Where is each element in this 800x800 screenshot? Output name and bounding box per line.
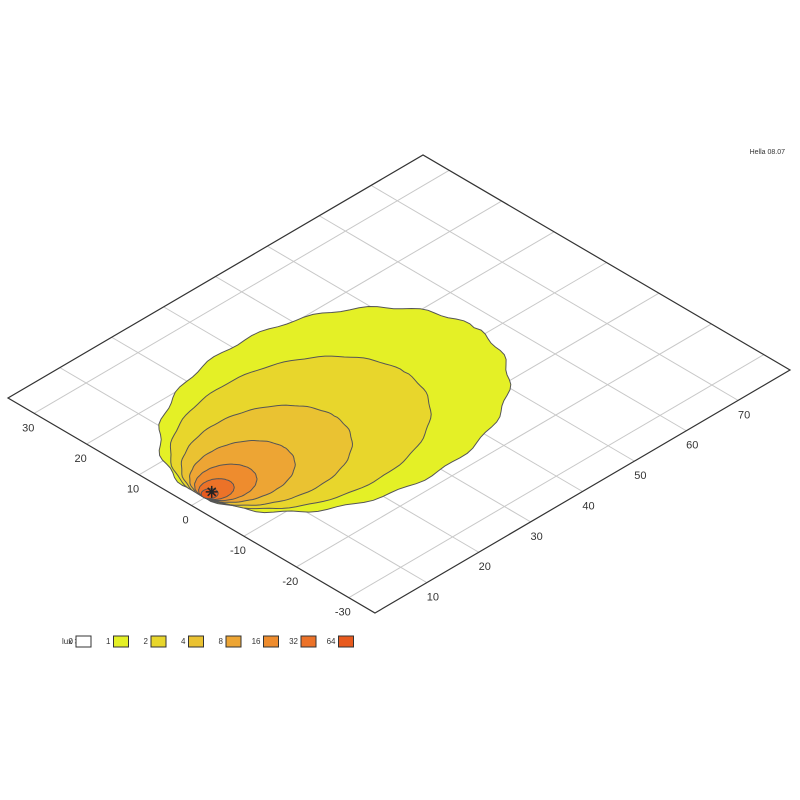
legend-label: 4 (181, 637, 186, 646)
legend-swatch (188, 635, 204, 648)
x-tick-label: 60 (686, 440, 698, 452)
legend-label: 32 (289, 637, 298, 646)
legend-swatch (300, 635, 317, 648)
legend-label: 64 (327, 637, 336, 646)
y-tick-label: 20 (75, 453, 87, 465)
x-tick-label: 70 (738, 409, 750, 421)
light-source (205, 485, 218, 498)
legend-label: 8 (219, 637, 224, 646)
legend-label: 0 (69, 637, 74, 646)
y-tick-label: 10 (127, 484, 139, 496)
legend-label: 16 (252, 637, 261, 646)
x-tick-label: 20 (479, 561, 491, 573)
legend-swatch (263, 635, 279, 648)
y-tick-label: 30 (22, 422, 34, 434)
grid-line (296, 323, 712, 568)
legend-swatch (75, 635, 92, 648)
x-tick-label: 50 (634, 470, 646, 482)
grid-line (33, 169, 450, 414)
grid-line (348, 354, 765, 599)
legend-swatch (150, 635, 167, 648)
y-tick-label: -10 (230, 545, 246, 557)
y-tick-label: -20 (282, 576, 298, 588)
legend-swatch (113, 635, 129, 648)
x-tick-label: 10 (427, 592, 439, 604)
legend-title: lux >= (62, 637, 84, 646)
legend-swatch (225, 635, 242, 648)
legend-label: 1 (106, 637, 111, 646)
legend-label: 2 (144, 637, 149, 646)
x-tick-label: 40 (582, 500, 594, 512)
annotation: Hella 08.07 (750, 149, 786, 156)
legend-swatch (338, 635, 354, 648)
x-tick-label: 30 (531, 531, 543, 543)
y-tick-label: 0 (182, 514, 188, 526)
y-tick-label: -30 (335, 607, 351, 619)
plane-border (6, 154, 792, 614)
